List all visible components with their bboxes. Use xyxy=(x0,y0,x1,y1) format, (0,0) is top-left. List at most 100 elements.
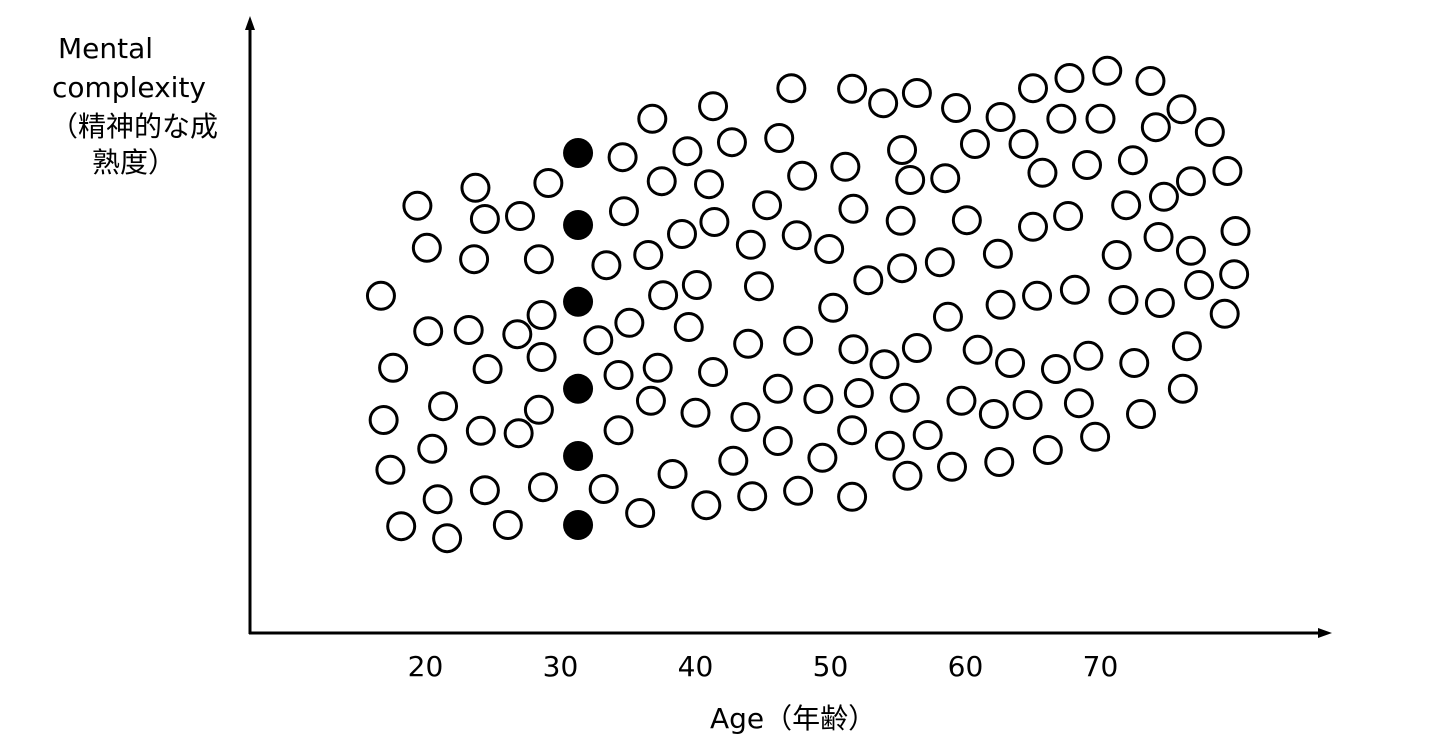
point xyxy=(614,307,645,338)
point xyxy=(733,328,764,359)
point xyxy=(885,205,916,236)
point xyxy=(783,325,814,356)
point xyxy=(1212,156,1243,186)
point xyxy=(776,73,807,104)
point xyxy=(818,292,849,323)
point xyxy=(673,312,704,342)
point xyxy=(469,475,500,506)
point xyxy=(887,253,918,284)
point xyxy=(646,166,677,197)
point xyxy=(413,316,444,347)
point xyxy=(428,391,459,422)
y-axis-label: （精神的な成 xyxy=(50,110,218,143)
point xyxy=(694,169,724,200)
point xyxy=(982,238,1013,269)
point xyxy=(984,447,1015,477)
point xyxy=(563,138,594,168)
point xyxy=(563,210,594,240)
point xyxy=(1166,94,1197,125)
point xyxy=(502,319,533,350)
point xyxy=(1032,435,1063,465)
point xyxy=(962,334,993,365)
point xyxy=(730,402,761,432)
point xyxy=(563,286,594,317)
point xyxy=(459,244,490,275)
point xyxy=(752,190,783,221)
point xyxy=(523,394,554,425)
point xyxy=(607,142,638,173)
point xyxy=(838,334,869,365)
point xyxy=(737,481,768,512)
point xyxy=(892,460,923,491)
point xyxy=(465,415,496,446)
point xyxy=(1059,274,1090,305)
point xyxy=(1148,181,1179,212)
point xyxy=(843,378,874,408)
point xyxy=(743,271,774,302)
point xyxy=(635,385,666,416)
point xyxy=(764,123,795,153)
point xyxy=(691,490,722,521)
point xyxy=(924,247,955,278)
point xyxy=(1117,145,1148,176)
point xyxy=(667,219,697,249)
point xyxy=(672,136,703,167)
point xyxy=(625,498,656,528)
point xyxy=(1101,240,1132,270)
point xyxy=(718,445,749,476)
point xyxy=(583,325,614,356)
point xyxy=(814,234,845,264)
point xyxy=(563,373,594,404)
point xyxy=(1175,235,1206,266)
point xyxy=(951,205,982,236)
point xyxy=(526,342,557,372)
point xyxy=(1111,190,1142,221)
point xyxy=(1027,157,1058,188)
y-axis-label: complexity xyxy=(52,71,206,104)
point xyxy=(492,510,523,540)
point xyxy=(1140,112,1171,143)
point xyxy=(469,204,500,234)
point xyxy=(853,265,884,296)
point xyxy=(868,88,899,119)
point xyxy=(1073,340,1104,371)
point xyxy=(735,229,766,260)
point xyxy=(781,220,812,251)
point xyxy=(422,484,453,515)
point xyxy=(460,172,491,203)
point xyxy=(1085,103,1116,134)
point xyxy=(365,280,396,311)
point xyxy=(941,93,972,123)
point xyxy=(946,385,977,416)
point xyxy=(1018,73,1048,104)
point xyxy=(901,78,932,108)
x-tick-label: 30 xyxy=(543,650,579,683)
point xyxy=(681,270,712,300)
point xyxy=(526,300,557,330)
y-axis-arrow xyxy=(245,16,255,30)
point xyxy=(453,315,484,345)
point xyxy=(1119,348,1150,378)
point xyxy=(563,510,594,540)
point xyxy=(378,352,409,383)
point xyxy=(869,349,900,380)
point xyxy=(1143,222,1174,252)
point xyxy=(978,399,1009,429)
point xyxy=(830,151,861,182)
point xyxy=(648,280,679,311)
point xyxy=(402,190,433,221)
x-axis-label: Age（年齢） xyxy=(710,702,876,735)
point xyxy=(807,442,838,473)
point xyxy=(1008,129,1039,159)
point xyxy=(1092,55,1123,86)
point xyxy=(503,418,534,449)
point xyxy=(698,91,729,122)
point xyxy=(1194,117,1225,147)
y-axis-label: 熟度） xyxy=(92,146,176,179)
point xyxy=(472,354,503,384)
point xyxy=(930,163,961,194)
x-tick-label: 40 xyxy=(678,650,714,683)
point xyxy=(1209,298,1240,329)
point xyxy=(895,165,926,195)
